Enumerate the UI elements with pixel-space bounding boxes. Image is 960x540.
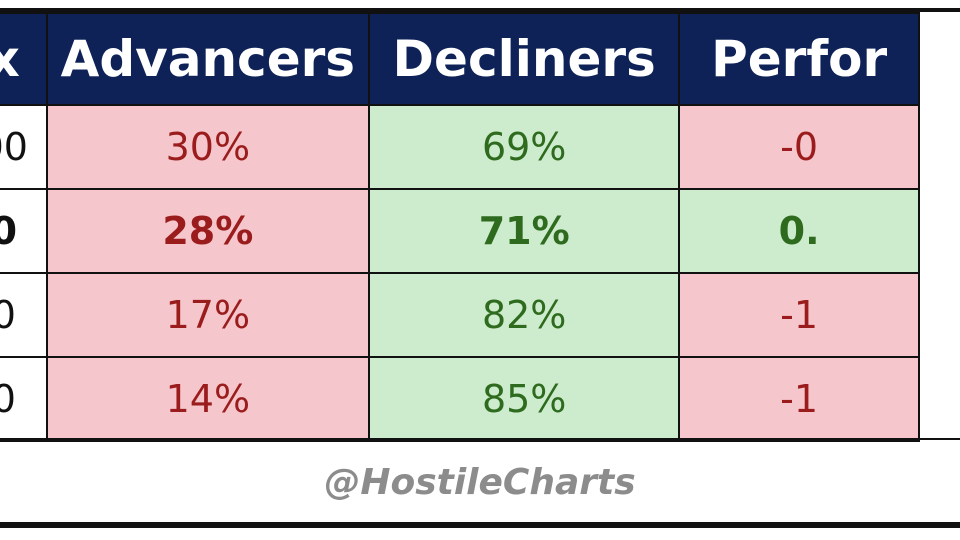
cell-advancers: 30%	[45, 104, 371, 190]
cell-index: 0	[0, 356, 48, 442]
cell-performance: -0	[678, 104, 920, 190]
watermark-text: @HostileCharts	[324, 462, 636, 503]
cell-performance: -1	[678, 356, 920, 442]
table-row: 0030%69%-0	[0, 104, 920, 190]
table-row: 028%71%0.	[0, 188, 920, 274]
cell-performance: -1	[678, 272, 920, 358]
cell-decliners: 69%	[368, 104, 681, 190]
cell-decliners: 71%	[368, 188, 681, 274]
cell-advancers: 14%	[45, 356, 371, 442]
cell-index: 0	[0, 188, 48, 274]
divider-line	[0, 438, 960, 440]
cell-advancers: 17%	[45, 272, 371, 358]
header-index: x	[0, 12, 48, 106]
breadth-table: x Advancers Decliners Perfor 0030%69%-00…	[0, 12, 920, 442]
cell-index: 0	[0, 272, 48, 358]
bottom-border	[0, 522, 960, 526]
cell-performance: 0.	[678, 188, 920, 274]
table-row: 014%85%-1	[0, 356, 920, 442]
header-advancers: Advancers	[45, 12, 371, 106]
cell-decliners: 82%	[368, 272, 681, 358]
table-row: 017%82%-1	[0, 272, 920, 358]
header-row: x Advancers Decliners Perfor	[0, 12, 920, 106]
cell-index: 00	[0, 104, 48, 190]
cell-advancers: 28%	[45, 188, 371, 274]
header-performance: Perfor	[678, 12, 920, 106]
cell-decliners: 85%	[368, 356, 681, 442]
header-decliners: Decliners	[368, 12, 681, 106]
